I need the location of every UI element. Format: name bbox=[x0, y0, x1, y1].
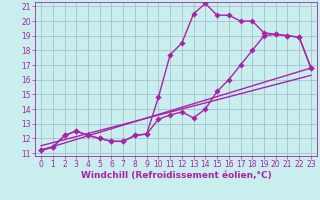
X-axis label: Windchill (Refroidissement éolien,°C): Windchill (Refroidissement éolien,°C) bbox=[81, 171, 271, 180]
